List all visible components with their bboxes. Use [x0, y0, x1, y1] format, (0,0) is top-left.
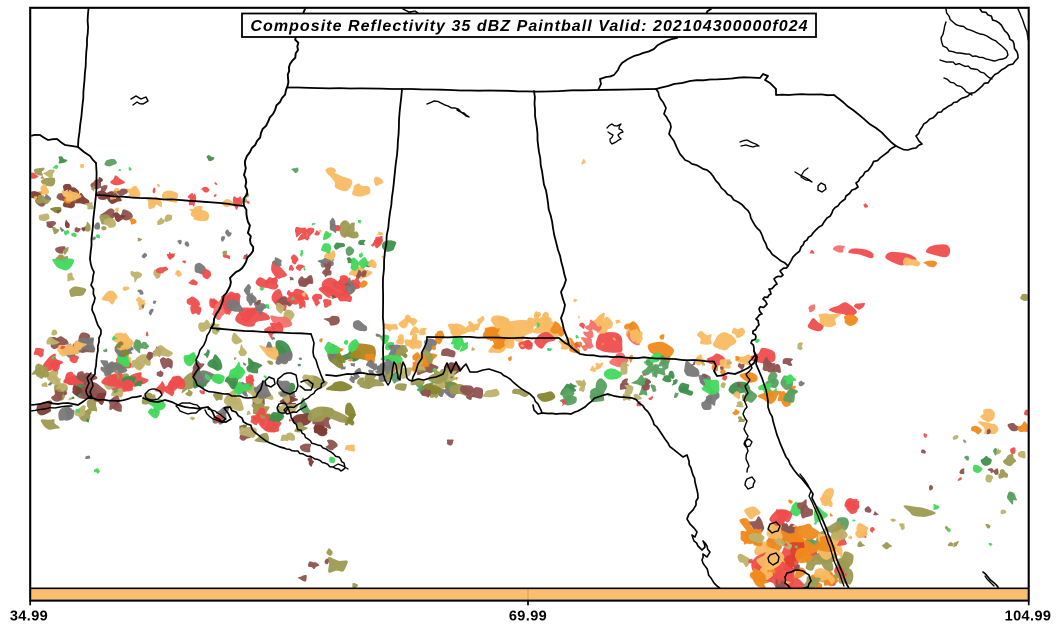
svg-text:104.99: 104.99	[1005, 609, 1052, 625]
svg-text:34.99: 34.99	[10, 609, 48, 625]
svg-text:69.99: 69.99	[509, 609, 547, 625]
svg-text:Composite Reflectivity 35 dBZ: Composite Reflectivity 35 dBZ Paintball …	[250, 18, 808, 35]
